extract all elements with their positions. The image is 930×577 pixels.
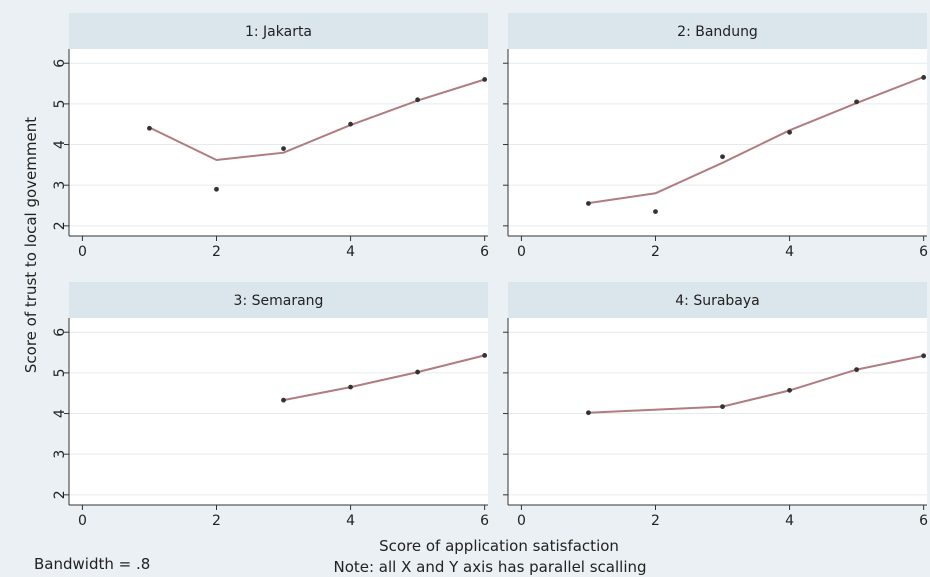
- y-tick-label: 3: [52, 181, 68, 190]
- x-tick-label: 4: [346, 513, 355, 529]
- x-tick-label: 6: [919, 244, 928, 260]
- y-tick-label: 2: [52, 221, 68, 230]
- bandwidth-label: Bandwidth = .8: [34, 555, 150, 573]
- y-tick-label: 4: [52, 409, 68, 418]
- x-tick-label: 0: [517, 244, 526, 260]
- plot-area: [69, 49, 488, 236]
- data-point: [482, 353, 488, 358]
- panel-2: 2: Bandung 0 2 4 6: [503, 13, 928, 260]
- x-tick-label: 2: [212, 244, 221, 260]
- x-tick-label: 4: [346, 244, 355, 260]
- data-point: [921, 353, 927, 359]
- x-tick-label: 6: [480, 513, 489, 529]
- scaling-note: Note: all X and Y axis has parallel scal…: [333, 558, 646, 576]
- data-point: [586, 201, 591, 206]
- panel-strip: [69, 282, 488, 318]
- panel-title: 4: Surabaya: [675, 293, 760, 309]
- data-point: [214, 186, 219, 192]
- x-tick-label: 6: [480, 244, 489, 260]
- data-point: [921, 75, 927, 80]
- x-tick-label: 2: [212, 513, 221, 529]
- panel-strip: [69, 13, 488, 49]
- smooth-line: [588, 76, 924, 205]
- panel-strip: [508, 282, 927, 318]
- x-tick-label: 4: [785, 513, 794, 529]
- panel-title: 3: Semarang: [234, 293, 324, 309]
- y-tick-label: 5: [52, 368, 68, 377]
- x-axis-label: Score of application satisfaction: [379, 537, 619, 555]
- y-tick-label: 3: [52, 450, 68, 459]
- plot-area: [508, 49, 927, 236]
- data-point: [348, 121, 353, 127]
- data-point: [281, 397, 286, 403]
- data-point: [653, 209, 658, 215]
- panel-1: 1: Jakarta 0 2 4 6 2 3 4 5 6: [52, 13, 489, 260]
- x-tick-label: 2: [651, 244, 660, 260]
- panel-title: 1: Jakarta: [245, 24, 312, 40]
- y-tick-label: 5: [52, 99, 68, 108]
- data-point: [415, 369, 421, 375]
- panel-4: 4: Surabaya 0 2 4 6: [503, 282, 928, 529]
- data-point: [720, 404, 725, 410]
- data-point: [720, 154, 725, 160]
- data-point: [482, 77, 488, 82]
- x-tick-label: 2: [651, 513, 660, 529]
- x-tick-label: 0: [517, 513, 526, 529]
- data-point: [787, 387, 792, 393]
- smooth-line: [148, 78, 485, 162]
- data-point: [147, 125, 152, 131]
- x-tick-label: 6: [919, 513, 928, 529]
- data-point: [586, 410, 591, 416]
- smooth-line: [283, 354, 485, 402]
- data-point: [348, 384, 353, 390]
- y-tick-label: 6: [52, 328, 68, 337]
- y-tick-label: 6: [52, 59, 68, 68]
- x-tick-label: 0: [78, 244, 87, 260]
- y-axis-label: Score of trust to local govemment: [22, 117, 40, 373]
- x-tick-label: 4: [785, 244, 794, 260]
- y-tick-label: 4: [52, 140, 68, 149]
- panel-3: 3: Semarang 0 2 4 6 2 3 4 5 6: [52, 282, 489, 529]
- plot-area: [508, 318, 927, 505]
- data-point: [854, 367, 860, 373]
- plot-area: [69, 318, 488, 505]
- x-tick-label: 0: [78, 513, 87, 529]
- y-tick-label: 2: [52, 490, 68, 499]
- data-point: [281, 146, 286, 151]
- data-point: [787, 129, 792, 135]
- data-point: [415, 97, 421, 103]
- panel-title: 2: Bandung: [677, 24, 758, 40]
- panel-strip: [508, 13, 927, 49]
- data-point: [854, 99, 860, 105]
